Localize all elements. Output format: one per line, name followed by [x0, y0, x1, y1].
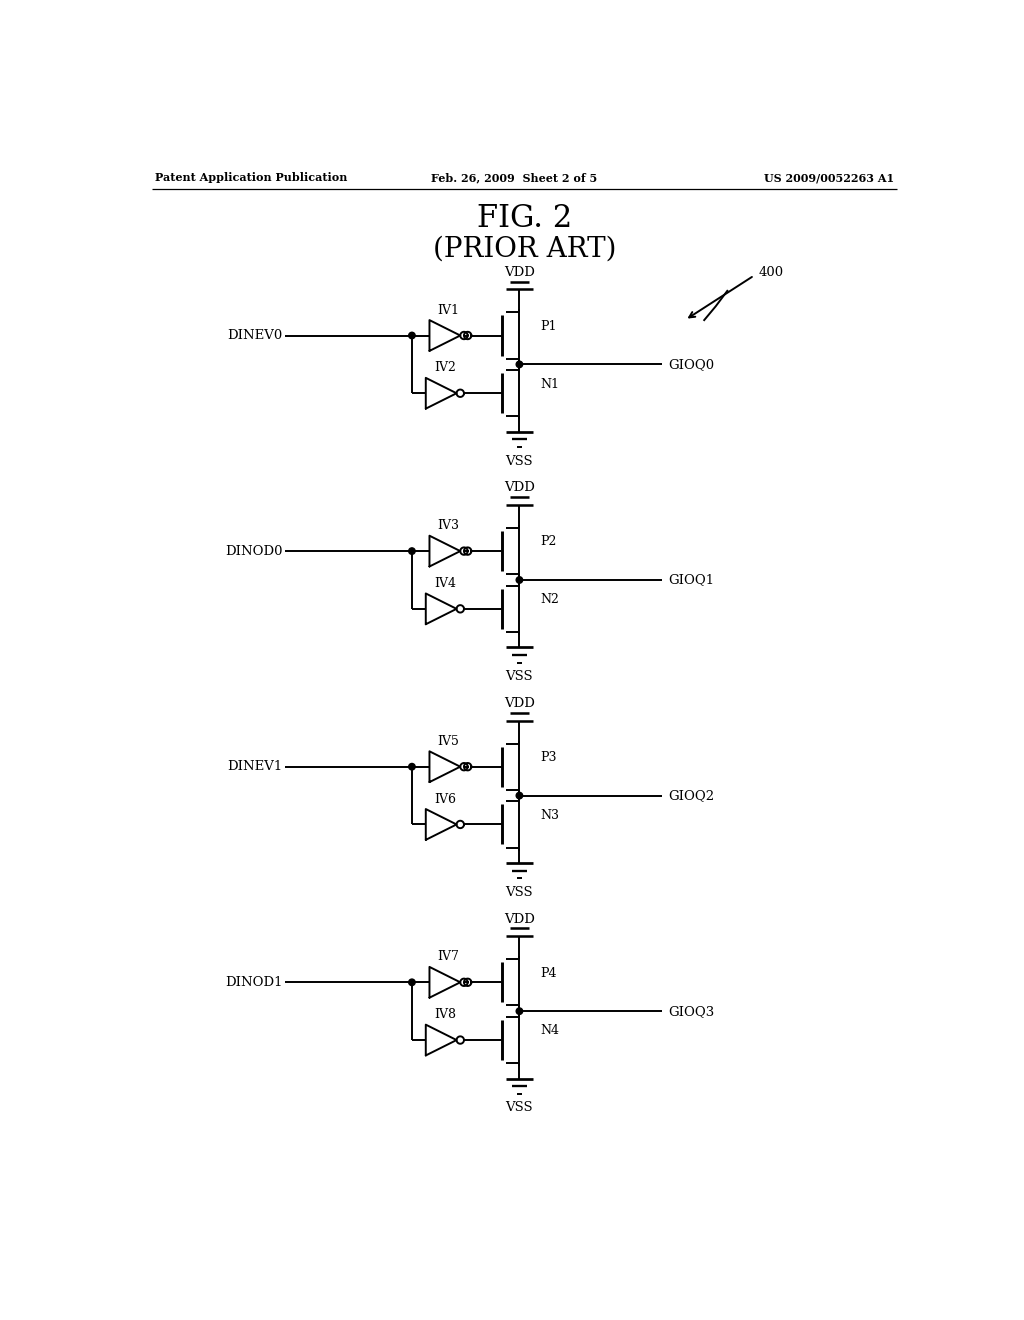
Text: IV5: IV5: [437, 735, 460, 748]
Text: N3: N3: [541, 809, 559, 822]
Circle shape: [516, 1008, 522, 1014]
Text: VSS: VSS: [506, 454, 534, 467]
Circle shape: [409, 333, 415, 339]
Text: N1: N1: [541, 378, 559, 391]
Text: DINEV0: DINEV0: [227, 329, 283, 342]
Text: VSS: VSS: [506, 671, 534, 684]
Text: (PRIOR ART): (PRIOR ART): [433, 235, 616, 263]
Text: Feb. 26, 2009  Sheet 2 of 5: Feb. 26, 2009 Sheet 2 of 5: [431, 173, 597, 183]
Text: IV4: IV4: [434, 577, 456, 590]
Text: IV1: IV1: [437, 304, 460, 317]
Text: N2: N2: [541, 593, 559, 606]
Circle shape: [516, 577, 522, 583]
Text: VDD: VDD: [504, 912, 535, 925]
Text: GIOQ0: GIOQ0: [668, 358, 714, 371]
Text: VDD: VDD: [504, 697, 535, 710]
Text: 400: 400: [758, 265, 783, 279]
Circle shape: [516, 362, 522, 367]
Text: GIOQ3: GIOQ3: [668, 1005, 715, 1018]
Text: P1: P1: [541, 319, 557, 333]
Circle shape: [409, 548, 415, 554]
Text: DINOD0: DINOD0: [224, 545, 283, 557]
Text: DINEV1: DINEV1: [227, 760, 283, 774]
Text: VSS: VSS: [506, 886, 534, 899]
Text: P3: P3: [541, 751, 557, 764]
Text: N4: N4: [541, 1024, 559, 1038]
Text: Patent Application Publication: Patent Application Publication: [156, 173, 347, 183]
Text: VDD: VDD: [504, 265, 535, 279]
Circle shape: [409, 763, 415, 770]
Text: IV7: IV7: [437, 950, 460, 964]
Text: IV8: IV8: [434, 1008, 456, 1022]
Text: IV6: IV6: [434, 792, 456, 805]
Text: GIOQ1: GIOQ1: [668, 573, 714, 586]
Text: P4: P4: [541, 966, 557, 979]
Text: P2: P2: [541, 536, 557, 548]
Text: IV2: IV2: [434, 362, 456, 375]
Text: DINOD1: DINOD1: [224, 975, 283, 989]
Text: VDD: VDD: [504, 482, 535, 495]
Text: IV3: IV3: [437, 519, 460, 532]
Circle shape: [409, 979, 415, 986]
Text: GIOQ2: GIOQ2: [668, 789, 714, 803]
Text: US 2009/0052263 A1: US 2009/0052263 A1: [764, 173, 894, 183]
Circle shape: [516, 792, 522, 799]
Text: VSS: VSS: [506, 1101, 534, 1114]
Text: FIG. 2: FIG. 2: [477, 203, 572, 234]
